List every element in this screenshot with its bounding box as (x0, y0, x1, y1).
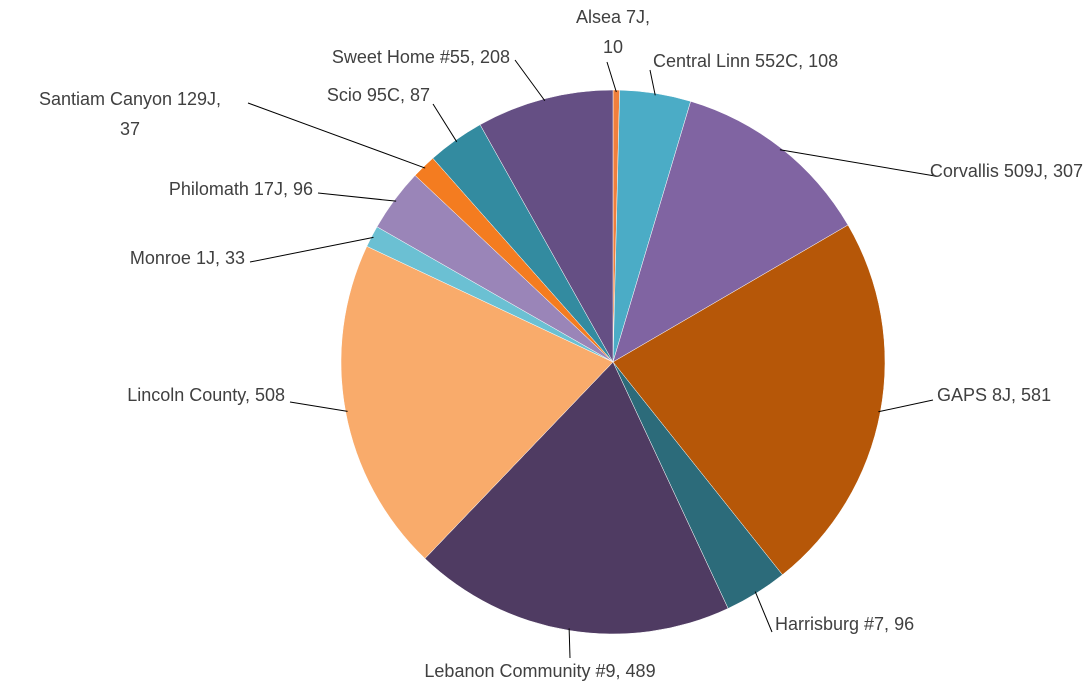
label-value: 37 (120, 119, 140, 139)
leader-line (779, 149, 936, 177)
leader-line (606, 61, 617, 93)
label-value: 108 (808, 51, 838, 71)
label-separator: , (283, 179, 293, 199)
label-category: Scio 95C (327, 85, 400, 105)
label-value: 10 (603, 37, 623, 57)
pie-slice (340, 245, 614, 559)
label-separator: , (645, 7, 650, 27)
label-value: 96 (894, 614, 914, 634)
data-label: Lincoln County, 508 (127, 385, 285, 405)
data-label: Harrisburg #7, 96 (775, 614, 914, 634)
leader-line (568, 628, 571, 659)
label-value: 508 (255, 385, 285, 405)
pie-slice (612, 101, 849, 363)
label-category: Santiam Canyon 129J (39, 89, 216, 109)
label-value: 581 (1021, 385, 1051, 405)
label-value: 208 (480, 47, 510, 67)
label-separator: , (470, 47, 480, 67)
pie-slice (612, 224, 886, 576)
data-label: Philomath 17J, 96 (169, 179, 313, 199)
data-label: Lebanon Community #9, 489 (424, 661, 655, 681)
label-separator: , (798, 51, 808, 71)
label-category: Lebanon Community #9 (424, 661, 615, 681)
data-label: Central Linn 552C, 108 (653, 51, 838, 71)
label-category: Sweet Home #55 (332, 47, 470, 67)
label-category: Philomath 17J (169, 179, 283, 199)
label-value: 96 (293, 179, 313, 199)
label-separator: , (215, 248, 225, 268)
label-separator: , (1043, 161, 1053, 181)
data-label: Corvallis 509J, 307 (930, 161, 1083, 181)
leader-line (247, 102, 426, 169)
leader-line (514, 59, 546, 102)
label-category: Alsea 7J (576, 7, 645, 27)
label-category: Corvallis 509J (930, 161, 1043, 181)
data-label: Alsea 7J, 10 (576, 7, 650, 57)
pie-slice (479, 89, 614, 363)
label-separator: , (884, 614, 894, 634)
label-separator: , (1011, 385, 1021, 405)
data-label: Sweet Home #55, 208 (332, 47, 510, 67)
leader-line (432, 103, 458, 143)
label-category: GAPS 8J (937, 385, 1011, 405)
label-separator: , (216, 89, 221, 109)
leader-line (649, 69, 656, 96)
label-category: Central Linn 552C (653, 51, 798, 71)
data-label: GAPS 8J, 581 (937, 385, 1051, 405)
leader-line (754, 591, 773, 633)
label-separator: , (616, 661, 626, 681)
leader-line (317, 192, 397, 202)
label-category: Monroe 1J (130, 248, 215, 268)
label-value: 33 (225, 248, 245, 268)
label-value: 87 (410, 85, 430, 105)
label-category: Harrisburg #7 (775, 614, 884, 634)
leader-line (289, 401, 348, 412)
data-label: Monroe 1J, 33 (130, 248, 245, 268)
leader-line (878, 399, 934, 413)
data-label: Santiam Canyon 129J, 37 (39, 89, 221, 139)
label-separator: , (245, 385, 255, 405)
data-label: Scio 95C, 87 (327, 85, 430, 105)
label-separator: , (400, 85, 410, 105)
leader-line (249, 236, 374, 263)
label-category: Lincoln County (127, 385, 246, 405)
label-value: 489 (626, 661, 656, 681)
label-value: 307 (1053, 161, 1083, 181)
